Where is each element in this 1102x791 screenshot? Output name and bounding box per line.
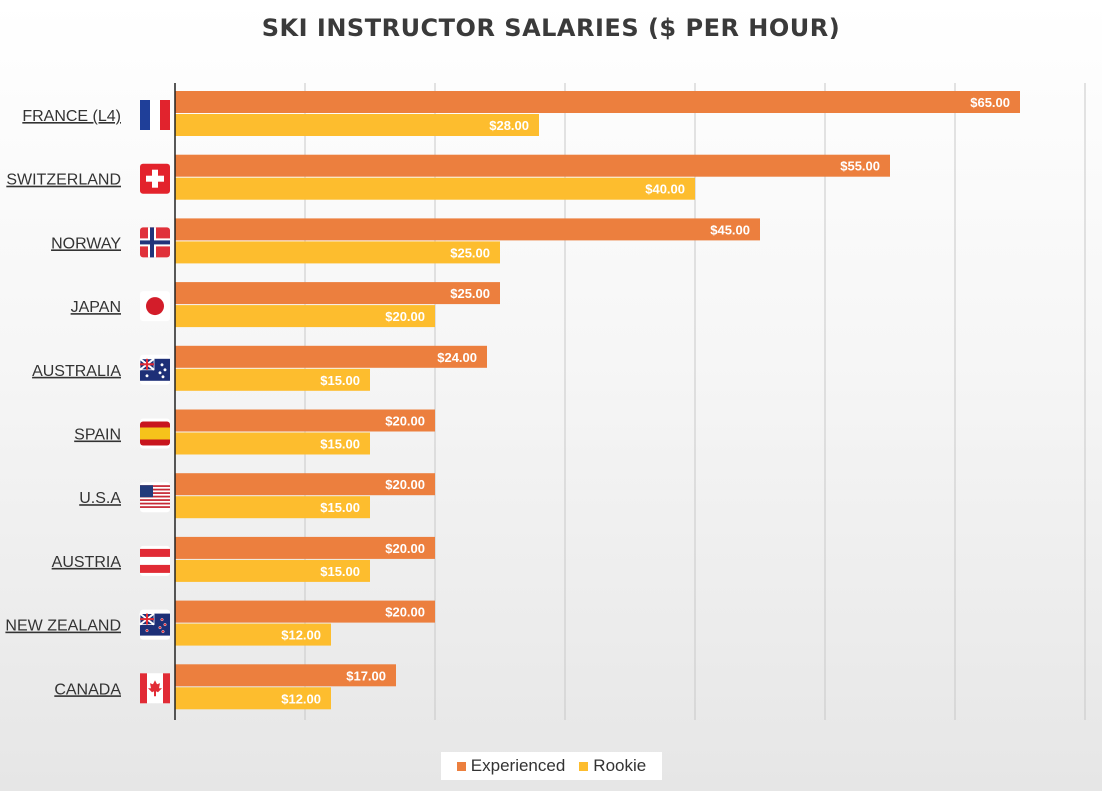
data-label: $12.00 xyxy=(281,691,321,706)
flags xyxy=(139,100,170,704)
legend-label-rookie: Rookie xyxy=(593,756,647,775)
category-label: AUSTRALIA xyxy=(32,363,121,380)
category-label: SPAIN xyxy=(74,427,121,444)
chart-title: SKI INSTRUCTOR SALARIES ($ PER HOUR) xyxy=(261,14,841,42)
category-label: NORWAY xyxy=(51,235,121,252)
data-label: $65.00 xyxy=(970,95,1010,110)
legend-label-experienced: Experienced xyxy=(470,756,566,775)
category-label: AUSTRIA xyxy=(52,554,122,571)
new-zealand-flag-icon xyxy=(139,609,170,640)
bar-experienced xyxy=(175,218,760,241)
data-label: $20.00 xyxy=(385,541,425,556)
bar-chart: $65.00 $28.00 $55.00 $40.00 $45.00 $25.00 $25.… xyxy=(5,83,1086,720)
bar-rookie xyxy=(175,432,370,455)
data-label: $24.00 xyxy=(437,350,477,365)
bar-experienced xyxy=(175,600,435,623)
bar-rookie xyxy=(175,305,435,328)
bar-rookie xyxy=(175,496,370,519)
data-label: $20.00 xyxy=(385,605,425,620)
data-label: $20.00 xyxy=(385,414,425,429)
data-label: $20.00 xyxy=(385,309,425,324)
bar-experienced xyxy=(175,409,435,432)
data-label: $40.00 xyxy=(645,182,685,197)
data-label: $15.00 xyxy=(320,437,360,452)
category-labels: FRANCE (L4) SWITZERLAND NORWAY JAPAN AUSTRAL… xyxy=(5,108,121,698)
japan-flag-icon xyxy=(140,291,170,322)
bar-experienced xyxy=(175,154,890,177)
legend-swatch-rookie xyxy=(579,761,589,771)
data-label: $12.00 xyxy=(281,628,321,643)
bars: $65.00 $28.00 $55.00 $40.00 $45.00 $25.00 $25.… xyxy=(175,91,1020,710)
usa-flag-icon xyxy=(140,482,170,513)
bar-rookie xyxy=(175,368,370,391)
category-label: FRANCE (L4) xyxy=(22,108,121,125)
bar-rookie xyxy=(175,241,500,264)
bar-experienced xyxy=(175,345,487,368)
legend: Experienced Rookie xyxy=(441,752,662,780)
data-label: $55.00 xyxy=(840,159,880,174)
legend-item-experienced: Experienced xyxy=(456,756,566,776)
category-label: NEW ZEALAND xyxy=(5,618,121,635)
bar-experienced xyxy=(175,91,1020,113)
data-label: $20.00 xyxy=(385,477,425,492)
bar-experienced xyxy=(175,664,396,687)
bar-experienced xyxy=(175,282,500,305)
data-label: $15.00 xyxy=(320,564,360,579)
canada-flag-icon xyxy=(140,673,170,704)
austria-flag-icon xyxy=(140,545,170,576)
data-label: $25.00 xyxy=(450,286,490,301)
bar-rookie xyxy=(175,177,695,200)
norway-flag-icon xyxy=(140,227,170,258)
bar-experienced xyxy=(175,536,435,559)
data-label: $25.00 xyxy=(450,245,490,260)
category-label: CANADA xyxy=(54,681,121,698)
legend-item-rookie: Rookie xyxy=(579,756,646,776)
data-label: $45.00 xyxy=(710,222,750,237)
bar-rookie xyxy=(175,623,331,646)
data-label: $15.00 xyxy=(320,373,360,388)
switzerland-flag-icon xyxy=(140,163,170,194)
data-label: $15.00 xyxy=(320,500,360,515)
bar-experienced xyxy=(175,473,435,496)
legend-swatch-experienced xyxy=(456,761,466,771)
category-label: U.S.A xyxy=(79,490,121,507)
category-label: SWITZERLAND xyxy=(6,172,121,189)
data-label: $17.00 xyxy=(346,668,386,683)
france-flag-icon xyxy=(140,100,170,130)
bar-rookie xyxy=(175,687,331,710)
spain-flag-icon xyxy=(140,418,170,449)
category-label: JAPAN xyxy=(71,299,121,316)
bar-rookie xyxy=(175,559,370,582)
bar-rookie xyxy=(175,114,539,136)
data-label: $28.00 xyxy=(489,118,529,133)
australia-flag-icon xyxy=(139,354,170,385)
